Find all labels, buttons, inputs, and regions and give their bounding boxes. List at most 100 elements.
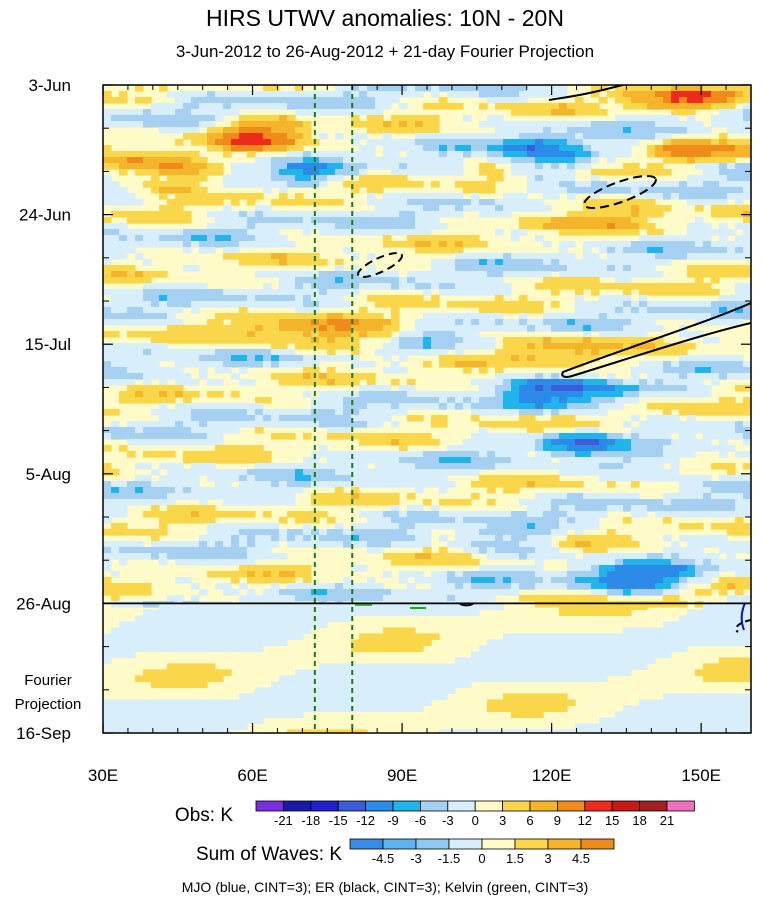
anomaly-cell: [535, 349, 544, 356]
anomaly-cell: [279, 139, 288, 146]
anomaly-cell: [271, 175, 280, 182]
anomaly-cell: [623, 433, 632, 440]
anomaly-cell: [271, 337, 280, 344]
anomaly-cell: [703, 319, 712, 326]
anomaly-cell: [711, 91, 720, 98]
anomaly-cell: [631, 133, 640, 140]
anomaly-cell: [743, 307, 751, 314]
anomaly-cell: [591, 151, 600, 158]
anomaly-cell: [215, 583, 224, 590]
anomaly-cell: [183, 337, 192, 344]
anomaly-cell: [351, 109, 360, 116]
anomaly-cell: [535, 175, 544, 182]
anomaly-cell: [487, 277, 496, 284]
anomaly-cell: [103, 361, 112, 368]
anomaly-cell: [423, 547, 432, 554]
anomaly-cell: [343, 109, 352, 116]
anomaly-cell: [223, 175, 232, 182]
anomaly-cell: [535, 559, 544, 566]
anomaly-cell: [183, 115, 192, 122]
anomaly-cell: [423, 205, 432, 212]
anomaly-cell: [439, 151, 448, 158]
anomaly-cell: [415, 193, 424, 200]
anomaly-cell: [583, 499, 592, 506]
anomaly-cell: [415, 301, 424, 308]
anomaly-cell: [567, 253, 576, 260]
anomaly-cell: [543, 205, 552, 212]
anomaly-cell: [183, 283, 192, 290]
anomaly-cell: [271, 433, 280, 440]
anomaly-cell: [535, 103, 544, 110]
anomaly-cell: [463, 331, 472, 338]
anomaly-cell: [151, 391, 160, 398]
anomaly-cell: [263, 487, 272, 494]
anomaly-cell: [319, 175, 328, 182]
anomaly-cell: [303, 217, 312, 224]
anomaly-cell: [159, 403, 168, 410]
anomaly-cell: [695, 151, 704, 158]
anomaly-cell: [663, 151, 672, 158]
anomaly-cell: [511, 103, 520, 110]
anomaly-cell: [271, 289, 280, 296]
anomaly-cell: [431, 577, 440, 584]
anomaly-cell: [439, 481, 448, 488]
anomaly-cell: [607, 241, 616, 248]
anomaly-cell: [663, 457, 672, 464]
anomaly-cell: [703, 403, 712, 410]
anomaly-cell: [183, 433, 192, 440]
anomaly-cell: [703, 193, 712, 200]
anomaly-cell: [559, 385, 568, 392]
anomaly-cell: [383, 193, 392, 200]
anomaly-cell: [711, 169, 720, 176]
projection-cell: [423, 603, 432, 610]
anomaly-cell: [231, 217, 240, 224]
anomaly-cell: [319, 301, 328, 308]
anomaly-cell: [687, 475, 696, 482]
anomaly-cell: [311, 223, 320, 230]
anomaly-cell: [415, 115, 424, 122]
anomaly-cell: [463, 553, 472, 560]
anomaly-cell: [543, 277, 552, 284]
anomaly-cell: [279, 577, 288, 584]
anomaly-cell: [631, 553, 640, 560]
anomaly-cell: [303, 229, 312, 236]
anomaly-cell: [439, 337, 448, 344]
anomaly-cell: [575, 397, 584, 404]
anomaly-cell: [599, 97, 608, 104]
anomaly-cell: [351, 103, 360, 110]
anomaly-cell: [295, 127, 304, 134]
anomaly-cell: [367, 109, 376, 116]
anomaly-cell: [567, 313, 576, 320]
anomaly-cell: [167, 127, 176, 134]
anomaly-cell: [431, 439, 440, 446]
anomaly-cell: [687, 379, 696, 386]
anomaly-cell: [191, 415, 200, 422]
anomaly-cell: [199, 541, 208, 548]
anomaly-cell: [743, 439, 751, 446]
anomaly-cell: [231, 571, 240, 578]
anomaly-cell: [335, 409, 344, 416]
anomaly-cell: [631, 493, 640, 500]
anomaly-cell: [167, 205, 176, 212]
anomaly-cell: [415, 475, 424, 482]
anomaly-cell: [439, 331, 448, 338]
anomaly-cell: [703, 361, 712, 368]
anomaly-cell: [279, 181, 288, 188]
anomaly-cell: [599, 139, 608, 146]
anomaly-cell: [695, 481, 704, 488]
anomaly-cell: [495, 199, 504, 206]
anomaly-cell: [159, 379, 168, 386]
anomaly-cell: [367, 493, 376, 500]
anomaly-cell: [535, 499, 544, 506]
anomaly-cell: [103, 313, 112, 320]
anomaly-cell: [463, 85, 472, 92]
anomaly-cell: [647, 433, 656, 440]
anomaly-cell: [103, 355, 112, 362]
anomaly-cell: [495, 511, 504, 518]
anomaly-cell: [279, 241, 288, 248]
anomaly-cell: [255, 535, 264, 542]
anomaly-cell: [599, 577, 608, 584]
anomaly-cell: [119, 445, 128, 452]
anomaly-cell: [631, 427, 640, 434]
anomaly-cell: [639, 295, 648, 302]
